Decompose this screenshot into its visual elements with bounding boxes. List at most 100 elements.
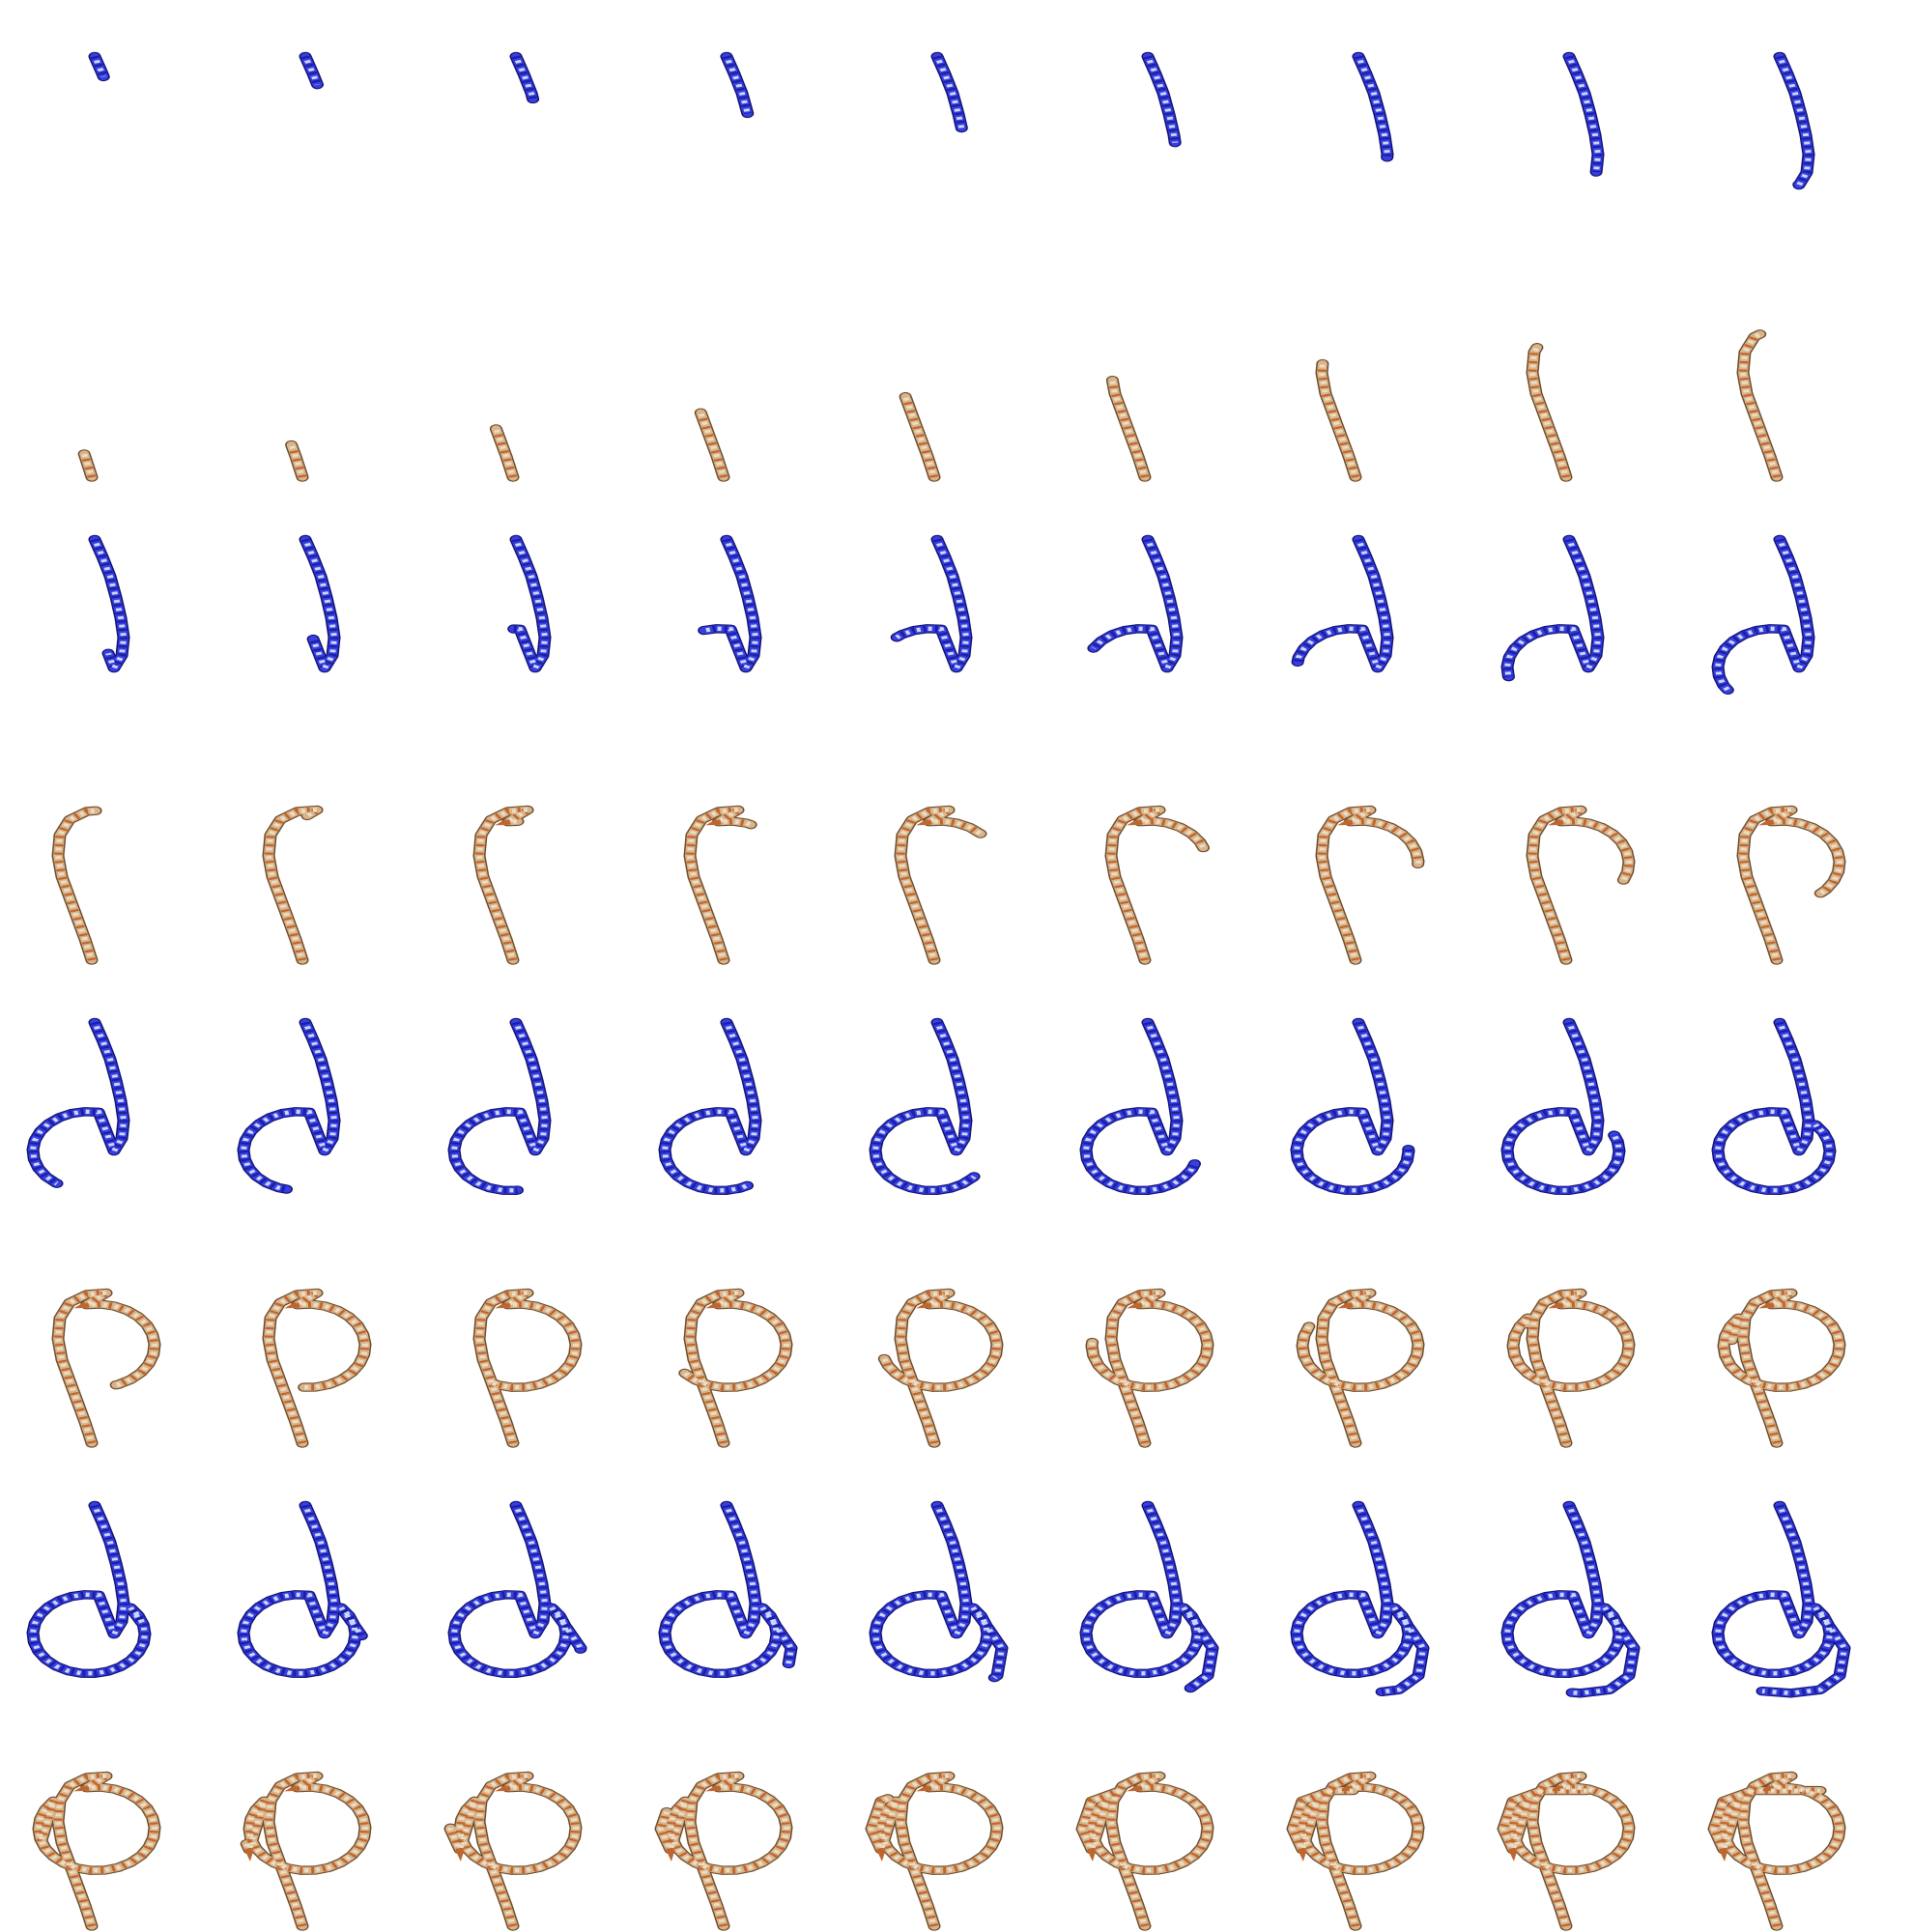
blue-rope [237, 1500, 368, 1678]
blue-rope [1079, 1500, 1219, 1693]
tan-rope [51, 806, 102, 965]
tan-rope [1526, 343, 1573, 482]
tan-rope [877, 1288, 1004, 1448]
frame-1 [77, 51, 110, 482]
blue-rope [1141, 51, 1182, 148]
blue-rope [1500, 534, 1605, 682]
frame-9 [1736, 51, 1815, 482]
tan-rope [32, 1771, 161, 1931]
tan-rope [1707, 1771, 1846, 1931]
tan-rope [1506, 1288, 1636, 1448]
frame-25 [1290, 1017, 1425, 1448]
frame-31 [654, 1500, 798, 1931]
blue-rope [1711, 534, 1815, 696]
tan-rope [1105, 375, 1152, 482]
blue-rope [26, 1017, 130, 1188]
blue-rope [869, 1500, 1009, 1683]
tan-rope [1736, 805, 1846, 965]
blue-rope [1711, 1500, 1851, 1698]
tan-rope [1286, 1771, 1425, 1931]
frame-32 [865, 1500, 1009, 1931]
tan-rope [654, 1771, 793, 1931]
frame-27 [1711, 1017, 1846, 1448]
blue-rope [1773, 51, 1815, 195]
tan-rope [894, 805, 987, 965]
frame-6 [1105, 51, 1182, 482]
tan-rope [285, 440, 309, 482]
frame-4 [694, 51, 755, 482]
tan-rope [694, 408, 730, 482]
frame-17 [1500, 534, 1636, 965]
frame-11 [262, 534, 341, 965]
frame-35 [1497, 1500, 1641, 1931]
tan-rope [865, 1771, 1004, 1931]
frame-33 [1075, 1500, 1219, 1931]
blue-rope [1079, 1017, 1201, 1195]
blue-rope [890, 534, 973, 678]
blue-rope [1562, 51, 1605, 177]
tan-rope [1717, 1288, 1846, 1448]
tan-rope [1085, 1288, 1214, 1448]
tan-rope [77, 449, 99, 482]
frame-7 [1315, 51, 1394, 482]
frame-30 [443, 1500, 587, 1931]
frame-20 [237, 1017, 372, 1448]
frame-13 [683, 534, 762, 965]
blue-rope [1087, 534, 1184, 678]
frame-12 [472, 534, 552, 965]
blue-rope [1711, 1017, 1837, 1195]
blue-rope [447, 1017, 552, 1195]
tan-rope [262, 1288, 372, 1448]
blue-rope [720, 51, 755, 119]
blue-rope [507, 534, 552, 678]
frame-36 [1707, 1500, 1851, 1931]
frame-21 [447, 1017, 583, 1448]
blue-rope [1500, 1500, 1641, 1698]
tan-rope [472, 805, 542, 965]
tan-rope [1075, 1771, 1214, 1931]
blue-rope [869, 1017, 981, 1195]
frame-23 [869, 1017, 1004, 1448]
tan-rope [262, 805, 331, 965]
frame-2 [285, 51, 324, 482]
tan-rope [678, 1288, 793, 1448]
blue-rope [658, 1500, 798, 1678]
tan-rope [1104, 805, 1210, 965]
frame-8 [1526, 51, 1605, 482]
frame-28 [26, 1500, 161, 1931]
frame-24 [1079, 1017, 1214, 1448]
frame-3 [489, 51, 540, 482]
frame-18 [1711, 534, 1846, 965]
blue-rope [509, 51, 540, 104]
tan-rope [1497, 1771, 1636, 1931]
blue-rope [88, 534, 130, 678]
tan-rope [51, 1288, 161, 1448]
tan-rope [1736, 329, 1784, 482]
blue-rope [930, 51, 968, 133]
blue-rope [658, 1017, 762, 1195]
blue-rope [237, 1017, 341, 1194]
tan-rope [899, 391, 941, 482]
blue-rope [1352, 51, 1394, 162]
tan-rope [1296, 1288, 1425, 1448]
blue-rope [447, 1500, 587, 1678]
blue-rope [88, 51, 110, 82]
tan-rope [1315, 805, 1425, 965]
tan-rope [1315, 358, 1362, 482]
frame-16 [1291, 534, 1425, 965]
blue-rope [1291, 534, 1394, 678]
blue-rope [299, 534, 341, 678]
tan-rope [472, 1288, 583, 1448]
blue-rope [1500, 1017, 1626, 1195]
blue-rope [26, 1500, 152, 1678]
frame-22 [658, 1017, 793, 1448]
frame-5 [899, 51, 968, 482]
tan-rope [683, 805, 757, 965]
frame-15 [1087, 534, 1210, 965]
tan-rope [240, 1771, 372, 1931]
frame-19 [26, 1017, 161, 1448]
tan-rope [443, 1771, 583, 1931]
frame-10 [51, 534, 130, 965]
blue-rope [299, 51, 324, 90]
